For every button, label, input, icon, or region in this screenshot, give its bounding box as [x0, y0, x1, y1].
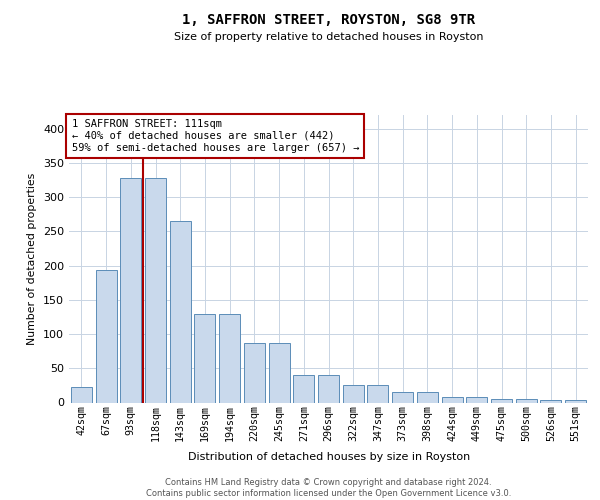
Text: Size of property relative to detached houses in Royston: Size of property relative to detached ho…	[174, 32, 484, 42]
Text: 1, SAFFRON STREET, ROYSTON, SG8 9TR: 1, SAFFRON STREET, ROYSTON, SG8 9TR	[182, 12, 475, 26]
Text: Distribution of detached houses by size in Royston: Distribution of detached houses by size …	[188, 452, 470, 462]
Text: Contains HM Land Registry data © Crown copyright and database right 2024.
Contai: Contains HM Land Registry data © Crown c…	[146, 478, 511, 498]
Bar	[71, 387, 92, 402]
Bar	[194, 314, 215, 402]
Bar	[516, 399, 537, 402]
Bar	[170, 221, 191, 402]
Bar	[565, 400, 586, 402]
Bar	[541, 400, 562, 402]
Bar	[417, 392, 438, 402]
Text: 1 SAFFRON STREET: 111sqm
← 40% of detached houses are smaller (442)
59% of semi-: 1 SAFFRON STREET: 111sqm ← 40% of detach…	[71, 120, 359, 152]
Bar	[442, 397, 463, 402]
Bar	[466, 397, 487, 402]
Y-axis label: Number of detached properties: Number of detached properties	[28, 172, 37, 345]
Bar	[293, 375, 314, 402]
Bar	[491, 399, 512, 402]
Bar	[367, 384, 388, 402]
Bar	[120, 178, 141, 402]
Bar	[343, 384, 364, 402]
Bar	[244, 343, 265, 402]
Bar	[145, 178, 166, 402]
Bar	[392, 392, 413, 402]
Bar	[318, 375, 339, 402]
Bar	[95, 270, 116, 402]
Bar	[219, 314, 240, 402]
Bar	[269, 343, 290, 402]
